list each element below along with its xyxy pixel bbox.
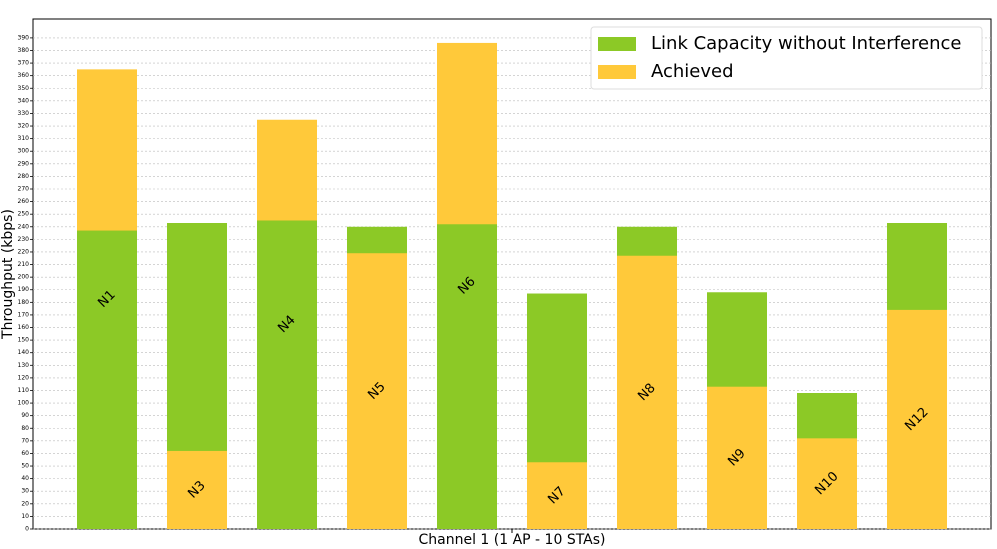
bar [887, 309, 947, 529]
y-tick-label: 380 [18, 47, 30, 54]
y-tick-label: 200 [18, 274, 30, 281]
legend-label: Link Capacity without Interference [651, 33, 961, 54]
y-tick-label: 390 [18, 34, 30, 41]
bar [527, 462, 587, 529]
y-tick-label: 30 [21, 488, 29, 495]
y-tick-label: 220 [18, 248, 30, 255]
legend-swatch [598, 37, 636, 51]
y-tick-label: 60 [21, 450, 29, 457]
bar [617, 255, 677, 530]
y-tick-label: 300 [18, 148, 30, 155]
legend-box [590, 26, 983, 90]
legend-label: Achieved [651, 61, 734, 82]
y-tick-label: 0 [25, 526, 29, 533]
y-tick-label: 140 [18, 349, 30, 356]
y-tick-label: 180 [18, 299, 30, 306]
y-tick-label: 250 [18, 211, 30, 218]
y-tick-label: 350 [18, 85, 30, 92]
y-tick-label: 310 [18, 135, 30, 142]
y-tick-label: 330 [18, 110, 30, 117]
y-tick-label: 160 [18, 324, 30, 331]
y-tick-label: 210 [18, 261, 30, 268]
y-tick-label: 340 [18, 97, 30, 104]
y-tick-label: 110 [18, 387, 30, 394]
y-tick-label: 230 [18, 236, 30, 243]
y-tick-label: 360 [18, 72, 30, 79]
y-tick-label: 290 [18, 160, 30, 167]
bar [77, 230, 137, 530]
y-tick-label: 190 [18, 286, 30, 293]
bar [347, 253, 407, 529]
legend: Link Capacity without Interference Achiev… [590, 26, 983, 90]
bar [257, 220, 317, 529]
y-tick-label: 130 [18, 362, 30, 369]
bar [167, 450, 227, 529]
bar [707, 386, 767, 529]
y-tick-label: 260 [18, 198, 30, 205]
y-tick-label: 80 [21, 425, 29, 432]
x-axis-label: Channel 1 (1 AP - 10 STAs) [418, 532, 605, 548]
y-tick-label: 170 [18, 311, 30, 318]
y-tick-label: 20 [21, 500, 29, 507]
y-tick-label: 100 [18, 400, 30, 407]
legend-swatch [598, 65, 636, 79]
y-tick-label: 240 [18, 223, 30, 230]
bar [437, 224, 497, 529]
y-tick-label: 150 [18, 337, 30, 344]
y-tick-label: 40 [21, 475, 29, 482]
y-tick-label: 50 [21, 463, 29, 470]
y-tick-label: 90 [21, 412, 29, 419]
y-tick-label: 70 [21, 437, 29, 444]
y-tick-label: 10 [21, 513, 29, 520]
y-tick-label: 270 [18, 186, 30, 193]
bar [797, 438, 857, 529]
y-axis-label: Throughput (kbps) [0, 209, 16, 340]
y-tick-label: 120 [18, 374, 30, 381]
y-tick-label: 280 [18, 173, 30, 180]
y-tick-label: 320 [18, 123, 30, 130]
y-tick-label: 370 [18, 60, 30, 67]
